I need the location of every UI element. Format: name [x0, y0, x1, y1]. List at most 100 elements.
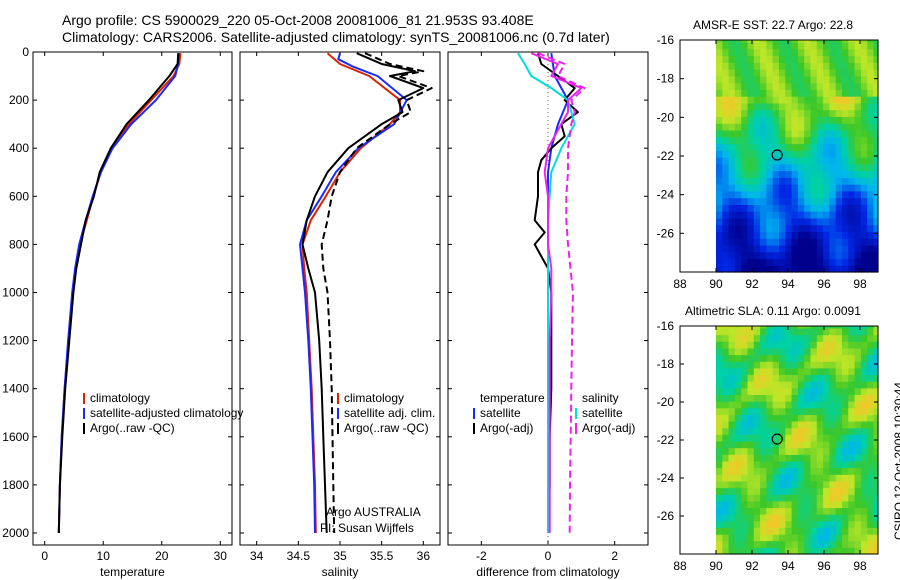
heatmap-cell — [760, 394, 767, 402]
heatmap-cell — [779, 143, 786, 151]
heatmap-cell — [829, 326, 837, 329]
heatmap-cell — [873, 143, 879, 151]
heatmap-cell — [873, 401, 879, 409]
heatmap-cell — [867, 143, 875, 151]
heatmap-cell — [791, 184, 799, 192]
heatmap-cell — [816, 367, 824, 375]
heatmap-cell — [772, 40, 780, 43]
heatmap-cell — [722, 480, 730, 489]
heatmap-cell — [722, 467, 730, 475]
heatmap-cell — [823, 211, 830, 219]
heatmap-cell — [804, 527, 812, 535]
heatmap-cell — [747, 217, 755, 226]
heatmap-cell — [797, 394, 805, 402]
heatmap-cell — [772, 447, 780, 455]
heatmap-cell — [741, 204, 749, 212]
heatmap-cell — [867, 341, 875, 349]
heatmap-cell — [791, 367, 799, 375]
heatmap-cell — [804, 244, 812, 253]
heatmap-cell — [716, 500, 723, 509]
heatmap-cell — [810, 407, 818, 415]
heatmap-cell — [722, 75, 730, 84]
heatmap-cell — [785, 407, 793, 415]
heatmap-cell — [842, 367, 849, 375]
heatmap-cell — [835, 75, 843, 84]
heatmap-cell — [779, 480, 786, 489]
heatmap-cell — [760, 190, 767, 199]
heatmap-cell — [797, 540, 805, 548]
heatmap-cell — [734, 527, 742, 535]
heatmap-cell — [848, 102, 856, 111]
heatmap-cell — [810, 460, 818, 469]
heatmap-cell — [728, 238, 736, 246]
heatmap-cell — [816, 381, 824, 389]
heatmap-cell — [772, 48, 780, 57]
heatmap-cell — [747, 238, 755, 246]
heatmap-cell — [747, 75, 755, 84]
heatmap-cell — [860, 440, 868, 449]
heatmap-cell — [785, 394, 793, 402]
heatmap-cell — [741, 150, 749, 158]
heatmap-cell — [804, 170, 812, 178]
heatmap-cell — [734, 211, 742, 219]
heatmap-cell — [785, 170, 793, 178]
heatmap-cell — [848, 136, 856, 145]
heatmap-cell — [797, 190, 805, 199]
x-tick-label: 35 — [333, 549, 347, 563]
heatmap-cell — [810, 82, 818, 90]
heatmap-cell — [823, 540, 830, 548]
heatmap-cell — [860, 41, 868, 50]
heatmap-cell — [829, 527, 837, 535]
heatmap-cell — [854, 381, 862, 389]
heatmap-cell — [867, 467, 875, 475]
heatmap-cell — [797, 40, 805, 43]
heatmap-cell — [791, 177, 799, 185]
heatmap-cell — [779, 55, 786, 63]
heatmap-cell — [829, 129, 837, 138]
heatmap-cell — [823, 143, 830, 151]
heatmap-cell — [873, 421, 879, 429]
heatmap-cell — [741, 381, 749, 389]
heatmap-cell — [848, 474, 856, 482]
heatmap-cell — [734, 184, 742, 192]
heatmap-cell — [804, 394, 812, 402]
heatmap-cell — [810, 514, 818, 522]
heatmap-cell — [854, 96, 862, 104]
heatmap-cell — [797, 217, 805, 226]
heatmap-cell — [785, 163, 793, 172]
heatmap-cell — [716, 460, 723, 469]
heatmap-cell — [873, 265, 879, 273]
heatmap-cell — [779, 244, 786, 253]
heatmap-cell — [728, 190, 736, 199]
heatmap-cell — [835, 190, 843, 199]
heatmap-cell — [823, 123, 830, 131]
series-line — [299, 52, 408, 534]
heatmap-cell — [829, 62, 837, 70]
heatmap-cells — [716, 40, 879, 273]
heatmap-cell — [753, 374, 761, 382]
heatmap-cell — [797, 238, 805, 246]
heatmap-cell — [848, 41, 856, 50]
heatmap-cell — [842, 96, 849, 104]
heatmap-cell — [722, 258, 730, 266]
heatmap-cell — [779, 40, 786, 43]
heatmap-cell — [779, 82, 786, 90]
heatmap-cell — [728, 251, 736, 260]
heatmap-cell — [860, 414, 868, 422]
heatmap-cell — [766, 534, 774, 542]
heatmap-cell — [816, 440, 824, 449]
heatmap-cell — [804, 211, 812, 219]
heatmap-cell — [779, 347, 786, 356]
heatmap-cell — [753, 163, 761, 172]
heatmap-cell — [785, 211, 793, 219]
heatmap-cell — [873, 374, 879, 382]
heatmap-cell — [734, 102, 742, 111]
heatmap-cell — [810, 48, 818, 57]
heatmap-cell — [760, 326, 767, 329]
heatmap-cell — [804, 507, 812, 515]
heatmap-cell — [860, 177, 868, 185]
heatmap-cell — [766, 520, 774, 528]
heatmap-cell — [797, 440, 805, 449]
heatmap-cell — [829, 440, 837, 449]
heatmap-cell — [816, 96, 824, 104]
